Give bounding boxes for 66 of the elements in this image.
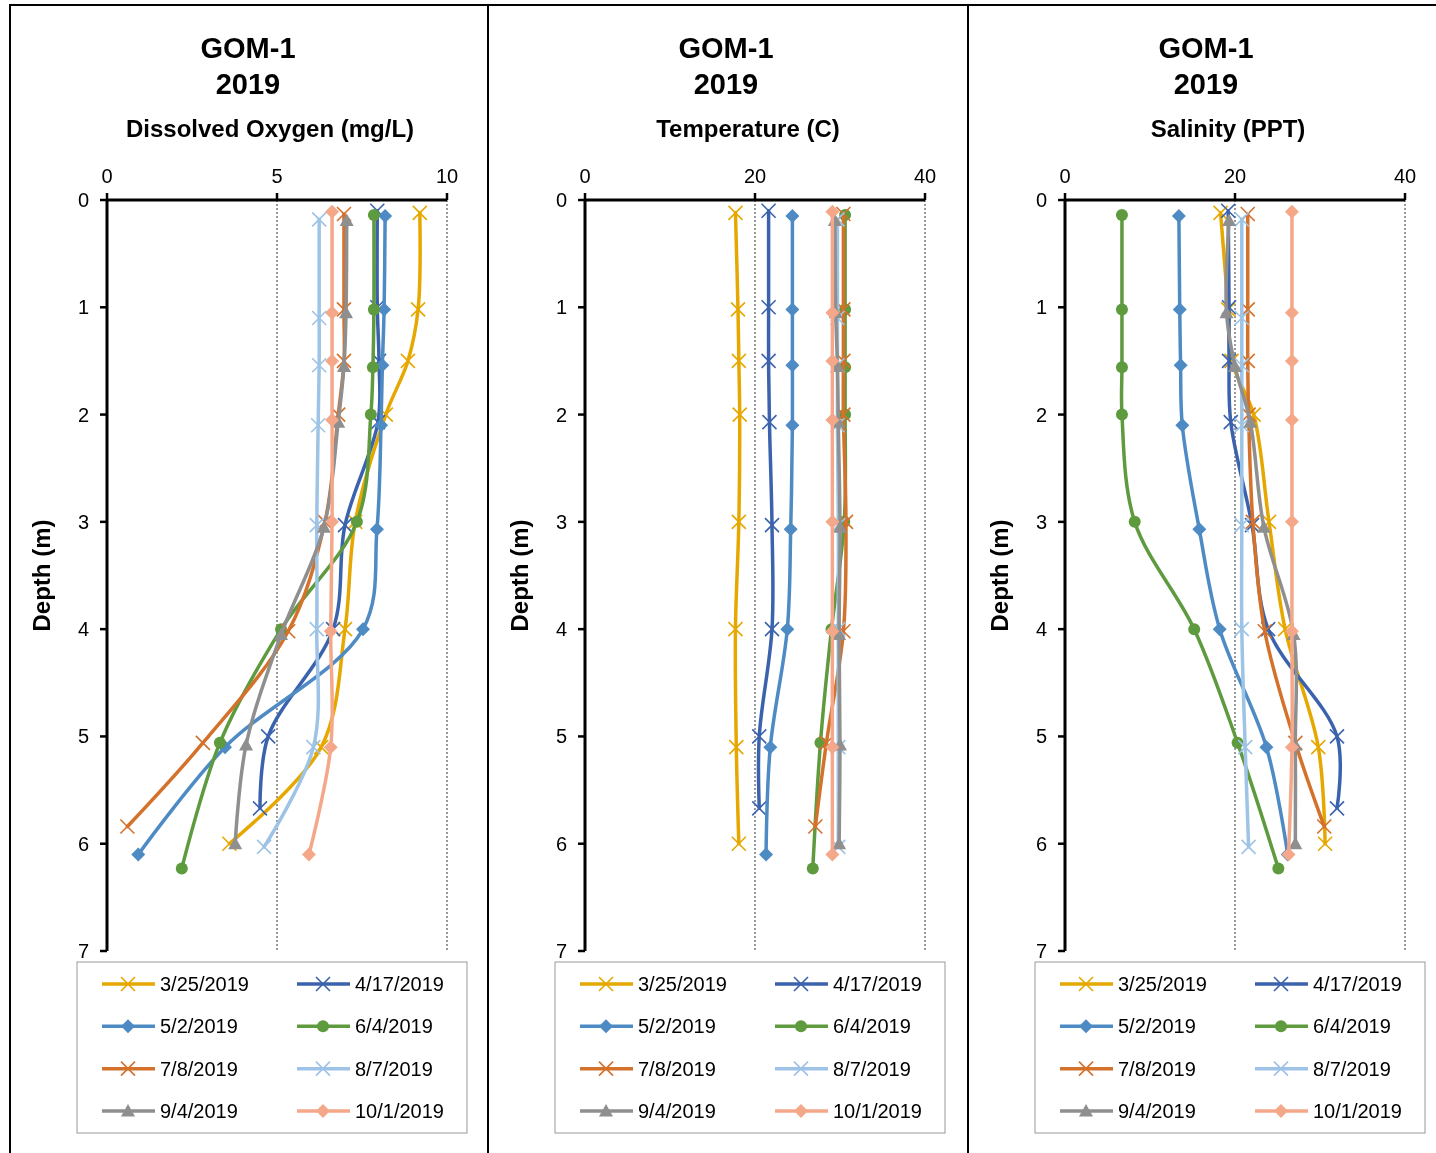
legend-label: 4/17/2019 — [833, 973, 922, 995]
y-tick-label: 0 — [1035, 189, 1047, 211]
legend-label: 6/4/2019 — [833, 1015, 911, 1038]
legend-label: 5/2/2019 — [1118, 1015, 1196, 1038]
y-tick-label: 4 — [555, 618, 567, 641]
y-axis-title: Depth (m) — [986, 519, 1013, 632]
x-tick-label: 20 — [743, 165, 767, 187]
legend-label: 6/4/2019 — [355, 1015, 433, 1038]
legend-label: 5/2/2019 — [160, 1015, 238, 1038]
y-tick-label: 1 — [1035, 296, 1047, 319]
x-tick-label: 40 — [1393, 165, 1417, 187]
y-axis-title: Depth (m) — [28, 519, 55, 632]
legend-label: 3/25/2019 — [638, 973, 727, 995]
y-tick-label: 5 — [555, 725, 567, 748]
x-tick-label: 0 — [101, 165, 113, 187]
legend-label: 9/4/2019 — [1118, 1100, 1196, 1122]
legend-label: 4/17/2019 — [1313, 973, 1402, 995]
legend-label: 9/4/2019 — [638, 1100, 716, 1122]
legend-label: 10/1/2019 — [1313, 1100, 1402, 1122]
legend-label: 10/1/2019 — [833, 1100, 922, 1122]
x-tick-label: 20 — [1223, 165, 1247, 187]
legend-label: 8/7/2019 — [1313, 1057, 1391, 1080]
legend-label: 9/4/2019 — [160, 1100, 238, 1122]
chart-subtitle: Salinity (PPT) — [1150, 115, 1306, 142]
legend-label: 4/17/2019 — [355, 973, 444, 995]
legend-label: 5/2/2019 — [638, 1015, 716, 1038]
legend-label: 7/8/2019 — [160, 1057, 238, 1080]
y-tick-label: 3 — [1035, 510, 1047, 533]
y-tick-label: 2 — [555, 403, 567, 426]
y-tick-label: 0 — [77, 189, 89, 211]
chart-subtitle: Temperature (C) — [656, 115, 840, 142]
y-tick-label: 7 — [77, 940, 89, 962]
legend-label: 8/7/2019 — [833, 1057, 911, 1080]
chart-subtitle: Dissolved Oxygen (mg/L) — [125, 115, 415, 142]
legend-label: 8/7/2019 — [355, 1057, 433, 1080]
y-tick-label: 6 — [77, 832, 89, 855]
y-tick-label: 2 — [77, 403, 89, 426]
x-tick-label: 0 — [579, 165, 591, 187]
legend-label: 7/8/2019 — [1118, 1057, 1196, 1080]
y-tick-label: 7 — [555, 940, 567, 962]
chart-title: GOM-1 2019 — [1158, 32, 1254, 100]
y-tick-label: 1 — [77, 296, 89, 319]
legend-label: 7/8/2019 — [638, 1057, 716, 1080]
y-tick-label: 6 — [1035, 832, 1047, 855]
y-axis-title: Depth (m) — [506, 519, 533, 632]
y-tick-label: 5 — [77, 725, 89, 748]
legend-label: 3/25/2019 — [1118, 973, 1207, 995]
legend-label: 3/25/2019 — [160, 973, 249, 995]
x-tick-label: 10 — [435, 165, 459, 187]
y-tick-label: 3 — [77, 510, 89, 533]
y-tick-label: 5 — [1035, 725, 1047, 748]
x-tick-label: 40 — [913, 165, 937, 187]
y-tick-label: 0 — [555, 189, 567, 211]
y-tick-label: 1 — [555, 296, 567, 319]
x-tick-label: 0 — [1059, 165, 1071, 187]
y-tick-label: 4 — [1035, 618, 1047, 641]
legend-label: 6/4/2019 — [1313, 1015, 1391, 1038]
y-tick-label: 6 — [555, 832, 567, 855]
y-tick-label: 3 — [555, 510, 567, 533]
chart-title: GOM-1 2019 — [678, 32, 774, 100]
chart-title: GOM-1 2019 — [200, 32, 296, 100]
y-tick-label: 7 — [1035, 940, 1047, 962]
legend-label: 10/1/2019 — [355, 1100, 444, 1122]
y-tick-label: 2 — [1035, 403, 1047, 426]
y-tick-label: 4 — [77, 618, 89, 641]
x-tick-label: 5 — [271, 165, 283, 187]
